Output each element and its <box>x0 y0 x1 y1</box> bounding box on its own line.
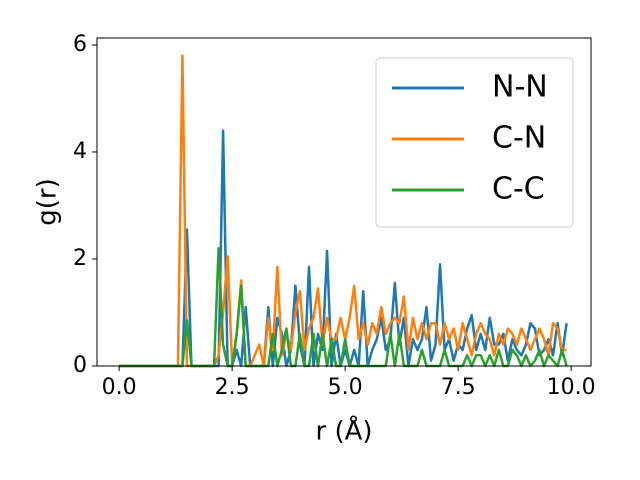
x-tick-label: 0.0 <box>102 375 137 400</box>
legend-label: N-N <box>492 70 548 105</box>
y-tick-label: 2 <box>73 246 87 271</box>
legend-label: C-C <box>492 172 545 207</box>
x-tick-label: 7.5 <box>441 375 476 400</box>
y-tick-label: 4 <box>73 139 87 164</box>
y-tick-label: 6 <box>73 32 87 57</box>
legend-label: C-N <box>492 121 546 156</box>
x-tick-label: 2.5 <box>215 375 250 400</box>
x-tick-label: 10.0 <box>547 375 596 400</box>
x-axis-label: r (Å) <box>315 415 372 447</box>
axes-frame <box>96 37 592 367</box>
legend-box <box>375 57 574 228</box>
x-tick-label: 5.0 <box>328 375 363 400</box>
y-axis-label: g(r) <box>33 178 63 225</box>
y-tick-label: 0 <box>73 353 87 378</box>
